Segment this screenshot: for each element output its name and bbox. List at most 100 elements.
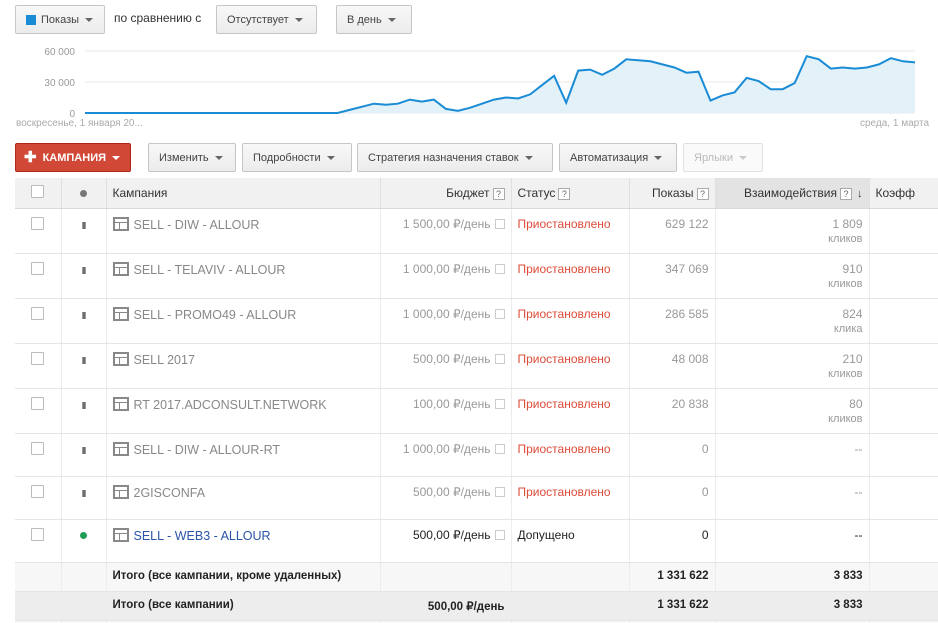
details-button[interactable]: Подробности [242, 143, 352, 172]
pause-icon[interactable]: II [81, 310, 86, 322]
row-checkbox[interactable] [31, 484, 45, 498]
status-header[interactable]: Статус? [511, 178, 630, 209]
row-state-cell: II [61, 298, 107, 344]
impressions-chart: 60 000 30 000 0 [44, 47, 916, 120]
compare-text: по сравнению с [114, 11, 202, 25]
edit-button[interactable]: Изменить [148, 143, 236, 172]
campaign-name-link[interactable]: RT 2017.ADCONSULT.NETWORK [133, 397, 327, 412]
active-dot-icon[interactable] [80, 531, 87, 539]
totals-budget [380, 620, 512, 623]
budget-header[interactable]: Бюджет? [380, 178, 512, 209]
sort-desc-icon: ↓ [857, 187, 863, 200]
table-row: II SELL - DIW - ALLOUR 1 500,00 ₽/день П… [15, 208, 938, 254]
interactions-header[interactable]: Взаимодействия? ↓ [715, 178, 870, 209]
budget-value[interactable]: 500,00 ₽/день [412, 351, 491, 366]
row-state-cell: II [61, 433, 107, 477]
bid-strategy-button[interactable]: Стратегия назначения ставок [357, 143, 553, 172]
row-checkbox[interactable] [31, 396, 45, 410]
campaign-name-link[interactable]: SELL - PROMO49 - ALLOUR [133, 307, 297, 322]
impressions-value: 20 838 [671, 396, 709, 411]
compare-dropdown[interactable]: Отсутствует [216, 5, 317, 34]
plus-icon: ✚ [24, 149, 37, 166]
campaign-name-link[interactable]: SELL - DIW - ALLOUR-RT [133, 442, 281, 457]
row-checkbox[interactable] [31, 527, 45, 541]
status-dot-icon [80, 189, 87, 197]
automation-button[interactable]: Автоматизация [559, 143, 677, 172]
impressions-header[interactable]: Показы? [629, 178, 716, 209]
budget-value[interactable]: 100,00 ₽/день [412, 396, 491, 411]
row-checkbox[interactable] [31, 216, 45, 230]
row-checkbox[interactable] [31, 306, 45, 320]
impressions-cell: 629 122 [629, 208, 716, 254]
campaign-header[interactable]: Кампания [106, 178, 381, 209]
totals-label: Итого (поисковая сеть) [106, 620, 381, 623]
budget-cell: 500,00 ₽/день [380, 343, 512, 389]
budget-chart-icon [494, 219, 505, 230]
budget-cell: 1 000,00 ₽/день [380, 433, 512, 477]
budget-value[interactable]: 500,00 ₽/день [412, 484, 491, 499]
totals-empty-cell [61, 591, 107, 621]
row-state-cell: II [61, 253, 107, 299]
totals-status [511, 562, 630, 592]
row-checkbox[interactable] [31, 261, 45, 275]
pause-icon[interactable]: II [81, 488, 86, 500]
period-dropdown[interactable]: В день [336, 5, 412, 34]
status-cell: Приостановлено [511, 208, 630, 254]
pause-icon[interactable]: II [81, 355, 86, 367]
budget-value[interactable]: 1 000,00 ₽/день [402, 306, 491, 321]
totals-row: Итого (все кампании) 500,00 ₽/день 1 331… [15, 591, 938, 621]
row-checkbox[interactable] [31, 351, 45, 365]
chevron-down-icon [738, 155, 747, 160]
campaign-name-link[interactable]: SELL 2017 [133, 352, 195, 367]
interactions-value: 210 [842, 351, 863, 366]
metric-dropdown[interactable]: Показы [15, 5, 105, 34]
row-state-cell: II [61, 208, 107, 254]
budget-chart-icon [494, 354, 505, 365]
totals-impressions: 0 [629, 620, 716, 623]
budget-value[interactable]: 1 000,00 ₽/день [402, 441, 491, 456]
campaign-name-link[interactable]: SELL - WEB3 - ALLOUR [133, 528, 271, 543]
totals-impressions: 1 331 622 [629, 562, 716, 592]
interactions-cell: 910 кликов [715, 253, 870, 299]
create-campaign-button[interactable]: ✚ КАМПАНИЯ [15, 143, 131, 172]
budget-value[interactable]: 500,00 ₽/день [412, 527, 491, 542]
budget-value[interactable]: 1 500,00 ₽/день [402, 216, 491, 231]
select-all-checkbox[interactable] [31, 184, 45, 198]
totals-budget: 500,00 ₽/день [380, 591, 512, 621]
help-icon[interactable]: ? [696, 187, 709, 200]
campaign-name-link[interactable]: SELL - TELAVIV - ALLOUR [133, 262, 286, 277]
interactions-value: 910 [842, 261, 863, 276]
pause-icon[interactable]: II [81, 220, 86, 232]
campaign-name-link[interactable]: 2GISCONFA [133, 485, 206, 500]
coef-header-label: Коэфф [875, 185, 916, 200]
table-row: II SELL - PROMO49 - ALLOUR 1 000,00 ₽/де… [15, 298, 938, 344]
budget-value[interactable]: 1 000,00 ₽/день [402, 261, 491, 276]
campaign-name-link[interactable]: SELL - DIW - ALLOUR [133, 217, 260, 232]
table-header-row: Кампания Бюджет? Статус? Показы? Взаимод… [15, 178, 938, 209]
status-value: Приостановлено [517, 261, 611, 276]
impressions-value: 347 069 [665, 261, 709, 276]
totals-row: Итого (все кампании, кроме удаленных) 1 … [15, 562, 938, 592]
help-icon[interactable]: ? [558, 187, 571, 200]
budget-cell: 1 000,00 ₽/день [380, 298, 512, 344]
row-select-cell [15, 519, 62, 563]
totals-impressions: 1 331 622 [629, 591, 716, 621]
impressions-value: 286 585 [665, 306, 709, 321]
row-checkbox[interactable] [31, 441, 45, 455]
y-tick-label: 30 000 [44, 78, 75, 89]
campaign-cell: RT 2017.ADCONSULT.NETWORK [106, 388, 381, 434]
totals-status [511, 591, 630, 621]
status-value: Допущено [517, 527, 575, 542]
pause-icon[interactable]: II [81, 400, 86, 412]
help-icon[interactable]: ? [840, 187, 852, 200]
coef-header[interactable]: Коэфф [869, 178, 938, 209]
totals-status [511, 620, 630, 623]
interactions-cell: -- [715, 476, 870, 520]
table-row: II SELL - DIW - ALLOUR-RT 1 000,00 ₽/ден… [15, 433, 938, 477]
help-icon[interactable]: ? [492, 187, 505, 200]
row-state-cell: II [61, 388, 107, 434]
pause-icon[interactable]: II [81, 445, 86, 457]
interactions-cell: 210 кликов [715, 343, 870, 389]
row-state-cell: II [61, 476, 107, 520]
pause-icon[interactable]: II [81, 265, 86, 277]
